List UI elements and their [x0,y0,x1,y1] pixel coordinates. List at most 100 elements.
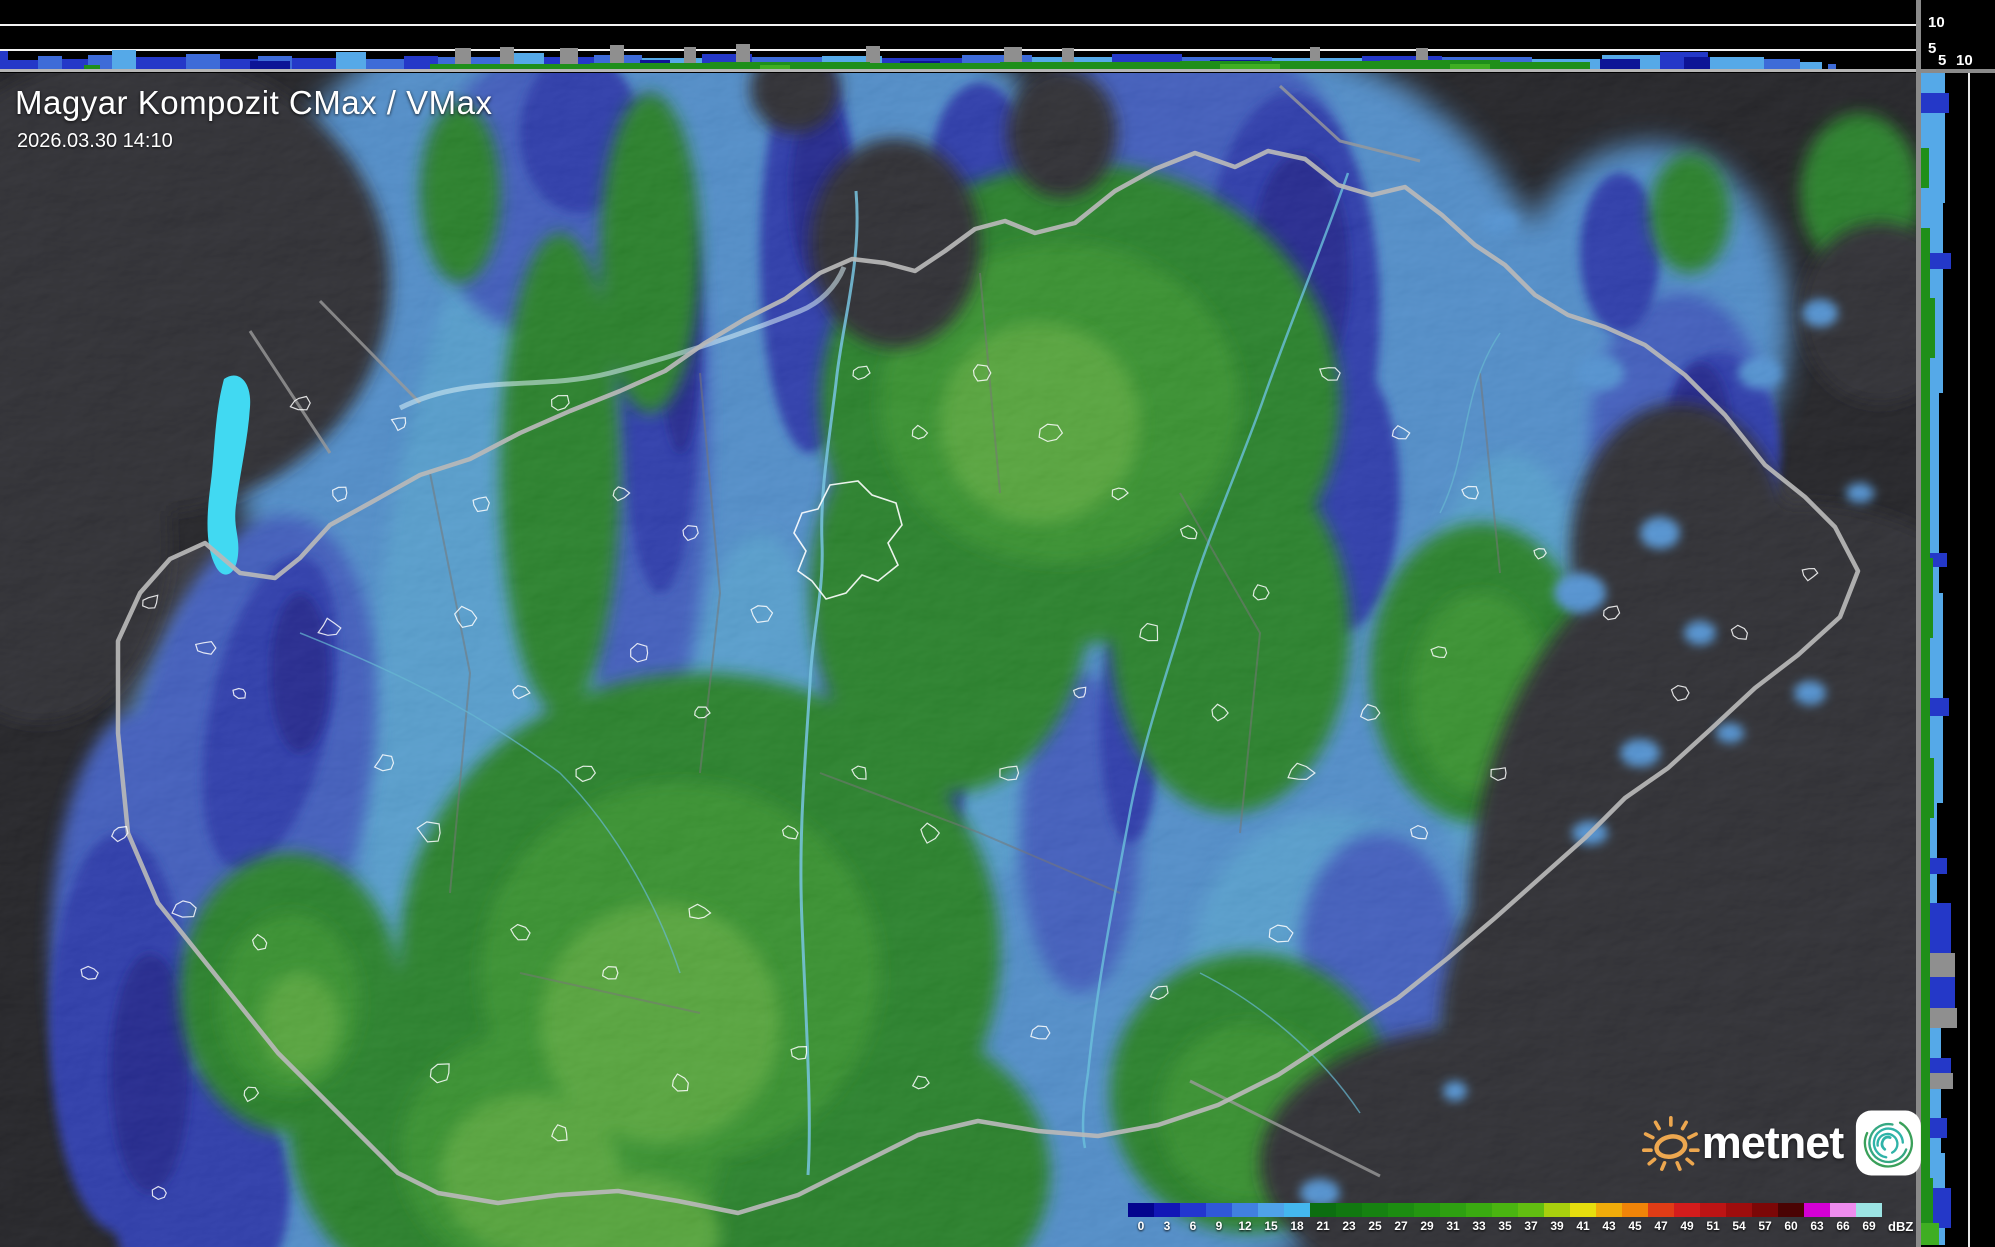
settlement-outline [1490,767,1507,782]
settlement-outline [453,605,478,628]
top-profile-block [1764,59,1800,69]
settlement-outline [251,933,268,951]
colorbar-tick: 49 [1680,1219,1694,1233]
top-profile-baseline [0,69,1916,72]
colorbar-tick: 60 [1784,1219,1798,1233]
lake-ferto [207,375,251,575]
colorbar-tick: 39 [1550,1219,1564,1233]
top-profile-block [220,59,258,69]
width-axis-label-10: 10 [1956,52,1973,69]
top-profile-block [186,54,220,69]
colorbar-tick: 0 [1137,1219,1145,1233]
river-tisza [1081,172,1350,1149]
colorbar-tick: 12 [1238,1219,1252,1233]
settlement-outline [472,496,490,513]
top-profile-block [112,50,136,69]
settlement-outline [781,825,799,840]
sun-icon [1642,1115,1700,1171]
settlement-outline [1072,686,1087,699]
top-profile-block [136,57,186,69]
county-borders [429,272,1501,1014]
colorbar-tick: 29 [1420,1219,1434,1233]
settlement-outline [790,1045,808,1060]
settlement-outline [110,825,129,843]
settlement-outline [694,706,711,719]
settlement-outline [1139,622,1159,642]
top-profile-block [590,63,710,69]
timestamp: 2026.03.30 14:10 [17,130,173,152]
settlement-outline [972,364,992,382]
right-profile-block [1921,298,1935,358]
top-profile-block [292,58,336,69]
top-profile-block [1708,57,1764,69]
top-profile-block [430,64,590,69]
colorbar-cell [1648,1203,1674,1217]
colorbar-tick-labels: 0 3 6 9 12 15 18 21 23 25 27 29 31 33 35 37 39 41 43 45 47 49… [1128,1220,1882,1232]
top-profile-block [1684,57,1710,69]
colorbar-tick: 43 [1602,1219,1616,1233]
settlement-outline [1038,423,1064,443]
settlement-outline [630,642,649,663]
settlement-outline [601,965,619,980]
colorbar-cell [1570,1203,1596,1217]
settlement-outline [1268,924,1294,943]
colorbar-tick: 66 [1836,1219,1850,1233]
settlement-outline [671,1073,689,1092]
top-profile-block [1380,60,1500,69]
colorbar-tick: 33 [1472,1219,1486,1233]
colorbar-cell [1206,1203,1232,1217]
settlement-outline [1149,985,1169,1000]
right-profile-block [1921,93,1949,113]
top-profile-block [1500,62,1590,69]
settlement-outline [1533,547,1547,560]
top-profile-block [62,59,88,69]
settlement-outline [682,524,699,542]
top-profile-block [1180,61,1380,69]
settlement-outline [575,765,597,783]
logo-text: metnet [1701,1117,1845,1168]
colorbar-tick: 47 [1654,1219,1668,1233]
colorbar-unit-label: dBZ [1888,1219,1914,1234]
settlement-outline [331,486,348,503]
height-axis-label-10: 10 [1928,14,1945,31]
height-axis-label-5: 5 [1928,40,1937,57]
settlement-outline [551,1124,568,1142]
right-profile-block [1921,1223,1939,1245]
settlement-outline [194,640,217,655]
settlement-outline [1359,703,1381,721]
colorbar-tick: 45 [1628,1219,1642,1233]
right-panel-axis-line [1916,69,1995,73]
colorbar-cell [1492,1203,1518,1217]
colorbar-tick: 37 [1524,1219,1538,1233]
settlement-outline [550,394,570,411]
dbz-colorbar: 0 3 6 9 12 15 18 21 23 25 27 29 31 33 35 37 39 41 43 45 47 49… [1128,1203,1913,1233]
settlement-outline [911,1075,930,1090]
settlement-outline [999,765,1020,781]
river-danube-bright [398,266,847,411]
top-profile-block [455,48,471,69]
colorbar-tick: 63 [1810,1219,1824,1233]
settlement-outline [920,822,941,844]
colorbar-cell [1362,1203,1388,1217]
top-profile-gridline-5km [0,49,1916,51]
settlement-outline [750,605,774,624]
settlement-outline [373,754,395,772]
colorbar-cell [1596,1203,1622,1217]
colorbar-tick: 9 [1215,1219,1223,1233]
colorbar-cell [1544,1203,1570,1217]
colorbar-cell [1752,1203,1778,1217]
colorbar-cell [1830,1203,1856,1217]
top-profile-block [1000,62,1180,69]
top-profile-block [1600,59,1640,69]
colorbar-cell [1466,1203,1492,1217]
colorbar-cell [1284,1203,1310,1217]
settlement-outline [151,1185,167,1201]
colorbar-tick: 27 [1394,1219,1408,1233]
width-axis-label-5: 5 [1938,52,1947,69]
settlement-outline [289,395,311,411]
rivers-minor [299,332,1501,1114]
top-profile-block [38,56,62,69]
right-profile-block [1921,758,1934,818]
